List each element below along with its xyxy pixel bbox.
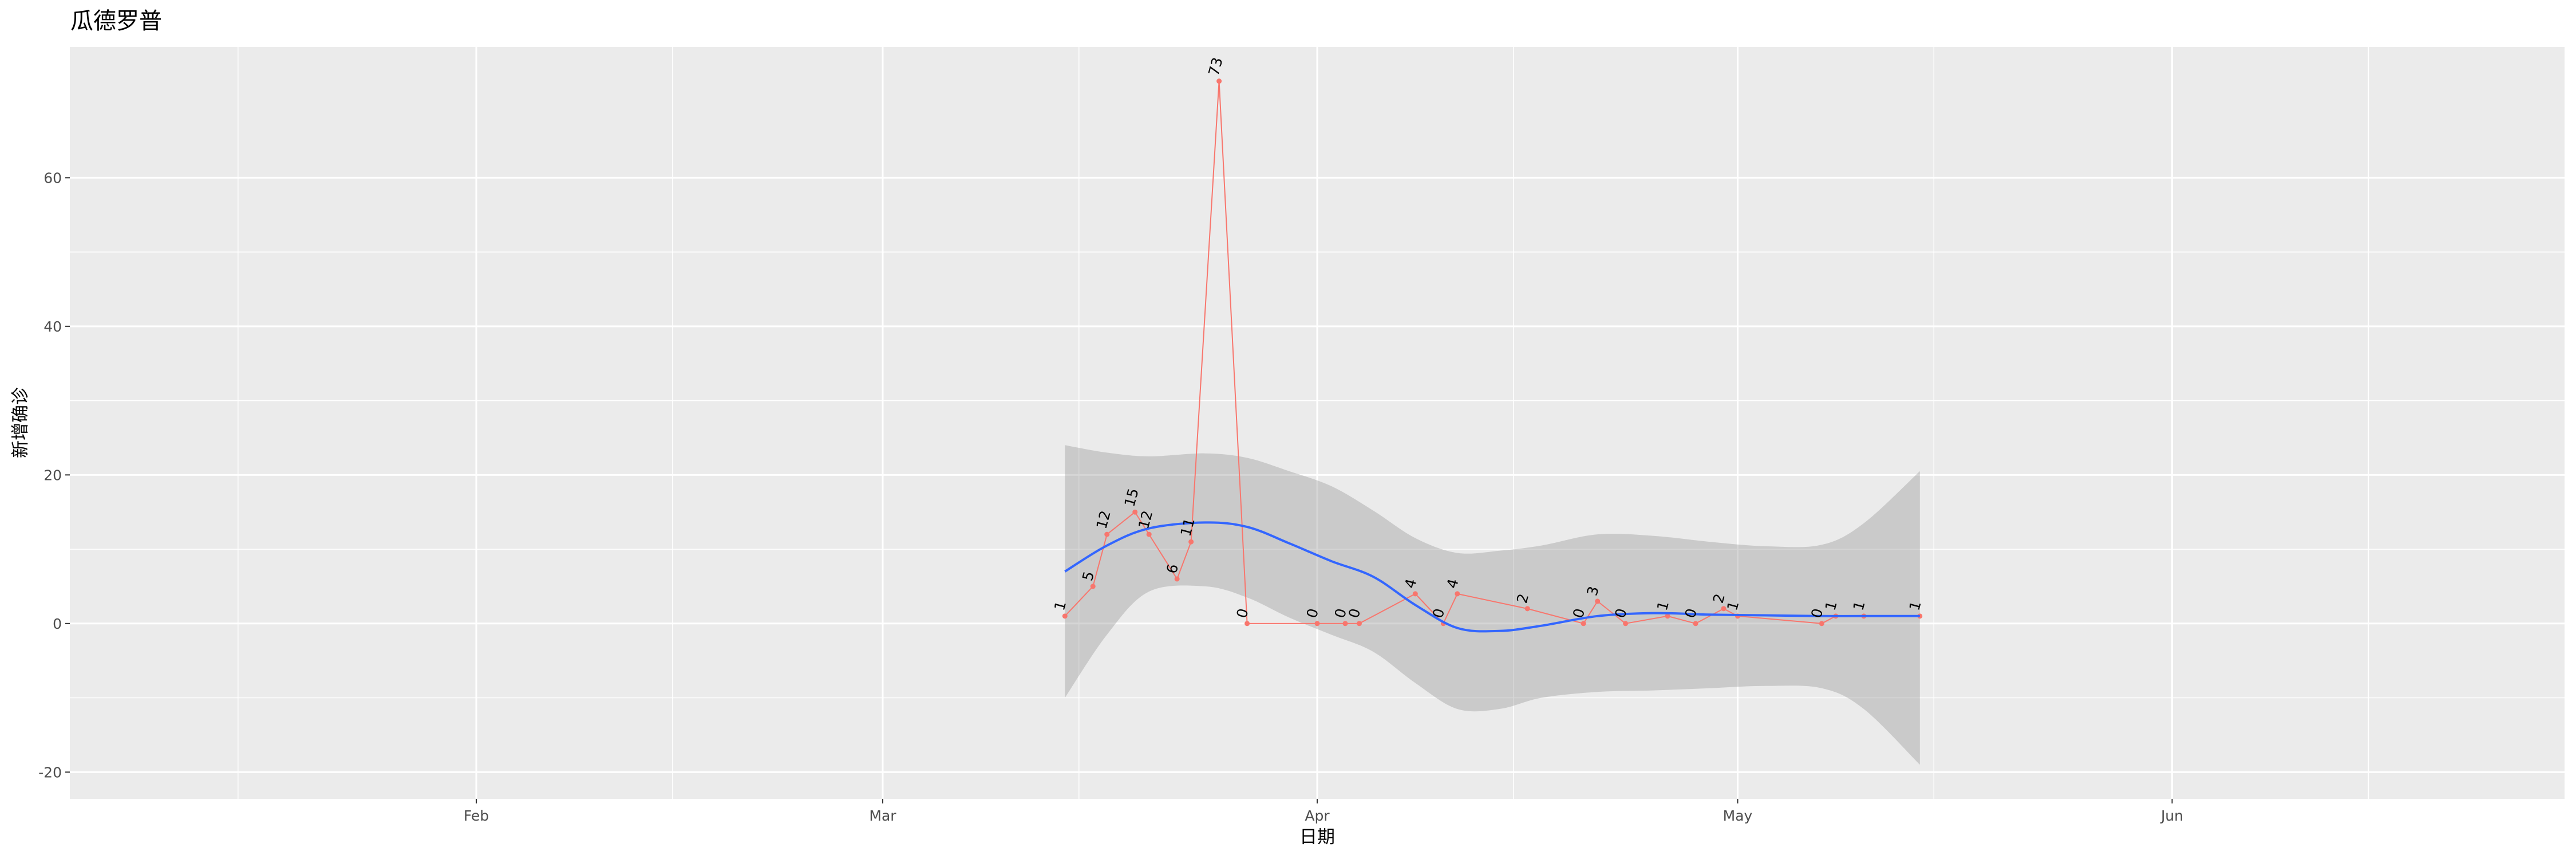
- data-point: [1132, 509, 1138, 515]
- data-label: 0: [1429, 606, 1448, 620]
- data-point: [1244, 621, 1250, 626]
- smooth-line: [1064, 521, 1920, 633]
- data-point: [1188, 539, 1194, 545]
- data-label: 0: [1303, 606, 1322, 620]
- data-label: 0: [1570, 606, 1588, 620]
- data-label: 2: [1514, 592, 1532, 605]
- x-tick-label: Jun: [2160, 807, 2183, 824]
- data-point: [1524, 606, 1530, 612]
- data-point: [1693, 621, 1698, 626]
- data-point: [1090, 584, 1096, 589]
- data-label: 0: [1808, 606, 1826, 620]
- data-point: [1146, 531, 1152, 537]
- data-label: 0: [1233, 606, 1251, 620]
- data-label: 0: [1345, 606, 1364, 620]
- data-label: 0: [1682, 606, 1700, 620]
- data-point: [1819, 621, 1824, 626]
- data-label: 1: [1850, 599, 1868, 612]
- data-label: 0: [1332, 606, 1350, 620]
- data-point: [1721, 606, 1726, 612]
- data-label: 5: [1079, 570, 1097, 583]
- data-point: [1174, 576, 1180, 582]
- data-label: 4: [1444, 577, 1462, 590]
- data-point: [1412, 591, 1418, 597]
- data-point: [1342, 621, 1348, 626]
- y-tick-label: 40: [44, 318, 62, 335]
- series-layer: [1062, 78, 1923, 626]
- data-point: [1104, 531, 1110, 537]
- y-axis-title: 新增确诊: [10, 387, 31, 458]
- y-tick-label: 20: [44, 467, 62, 483]
- x-tick-label: Apr: [1305, 807, 1330, 824]
- data-label: 3: [1583, 585, 1602, 598]
- data-point: [1455, 591, 1460, 597]
- y-tick-label: 0: [53, 616, 62, 632]
- confidence-band-area: [1065, 445, 1920, 765]
- x-tick-label: May: [1723, 807, 1753, 824]
- data-point: [1581, 621, 1586, 626]
- data-label: 6: [1163, 562, 1182, 576]
- data-label: 2: [1710, 592, 1728, 605]
- chart-title: 瓜德罗普: [70, 8, 162, 34]
- x-tick-label: Mar: [869, 807, 896, 824]
- x-axis-title: 日期: [1299, 827, 1335, 848]
- data-point: [1062, 613, 1068, 619]
- data-label: 0: [1611, 606, 1630, 620]
- data-label: 1: [1906, 599, 1925, 612]
- data-label: 1: [1654, 599, 1672, 612]
- y-tick-label: 60: [44, 170, 62, 186]
- data-label: 4: [1401, 577, 1420, 590]
- data-label: 1: [1724, 599, 1742, 612]
- data-point: [1623, 621, 1629, 626]
- confidence-band: [1065, 445, 1920, 765]
- y-tick-label: -20: [38, 764, 62, 781]
- data-point: [1356, 621, 1362, 626]
- major-gridlines: [70, 47, 2565, 799]
- data-label: 1: [1051, 599, 1069, 612]
- data-label: 1: [1822, 599, 1840, 612]
- data-point: [1216, 78, 1222, 84]
- data-point: [1314, 621, 1320, 626]
- smooth-layer: [1064, 521, 1920, 633]
- data-point: [1665, 613, 1670, 619]
- x-tick-label: Feb: [464, 807, 489, 824]
- data-point: [1595, 598, 1601, 604]
